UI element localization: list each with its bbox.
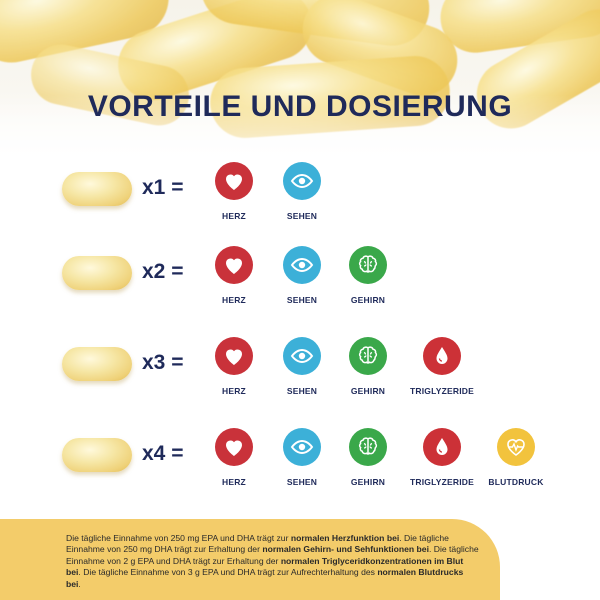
blood-drop-icon xyxy=(423,428,461,466)
hero-capsules-banner xyxy=(0,0,600,165)
benefit-label: TRIGLYZERIDE xyxy=(410,477,474,487)
dosage-multiplier: x3 = xyxy=(142,351,184,374)
eye-icon xyxy=(283,246,321,284)
capsule-image xyxy=(62,438,132,472)
blood-drop-icon xyxy=(423,337,461,375)
heart-icon xyxy=(215,428,253,466)
dosage-multiplier: x4 = xyxy=(142,442,184,465)
benefit-label: GEHIRN xyxy=(350,477,386,487)
dosage-multiplier: x2 = xyxy=(142,260,184,283)
capsule-image xyxy=(62,172,132,206)
page-title: VORTEILE UND DOSIERUNG xyxy=(87,90,513,123)
dosage-row: x1 = HERZ SEHEN xyxy=(0,162,600,252)
brain-icon xyxy=(349,428,387,466)
benefit-gehirn: GEHIRN xyxy=(328,337,408,396)
benefit-label: SEHEN xyxy=(286,295,318,305)
benefit-label: HERZ xyxy=(222,386,246,396)
benefit-label: HERZ xyxy=(222,211,246,221)
benefit-triglyzeride: TRIGLYZERIDE xyxy=(402,337,482,396)
health-claims-footer: Die tägliche Einnahme von 250 mg EPA und… xyxy=(0,519,500,600)
dosage-row: x2 = HERZ SEHEN GEHIRN xyxy=(0,246,600,336)
eye-icon xyxy=(283,162,321,200)
benefit-gehirn: GEHIRN xyxy=(328,428,408,487)
benefit-herz: HERZ xyxy=(194,246,274,305)
benefit-triglyzeride: TRIGLYZERIDE xyxy=(402,428,482,487)
benefit-label: GEHIRN xyxy=(350,295,386,305)
benefit-herz: HERZ xyxy=(194,337,274,396)
benefit-sehen: SEHEN xyxy=(262,162,342,221)
benefit-sehen: SEHEN xyxy=(262,428,342,487)
heart-pulse-icon xyxy=(497,428,535,466)
eye-icon xyxy=(283,428,321,466)
benefit-label: SEHEN xyxy=(286,211,318,221)
benefit-label: TRIGLYZERIDE xyxy=(410,386,474,396)
heart-icon xyxy=(215,337,253,375)
health-claims-text: Die tägliche Einnahme von 250 mg EPA und… xyxy=(66,533,479,589)
benefit-herz: HERZ xyxy=(194,162,274,221)
heart-icon xyxy=(215,246,253,284)
heart-icon xyxy=(215,162,253,200)
dosage-row: x3 = HERZ SEHEN GEHIRN TRIGLYZERIDE xyxy=(0,337,600,427)
brain-icon xyxy=(349,337,387,375)
benefit-label: BLUTDRUCK xyxy=(488,477,544,487)
dosage-multiplier: x1 = xyxy=(142,176,184,199)
benefit-gehirn: GEHIRN xyxy=(328,246,408,305)
benefit-label: HERZ xyxy=(222,477,246,487)
brain-icon xyxy=(349,246,387,284)
benefit-sehen: SEHEN xyxy=(262,337,342,396)
benefit-sehen: SEHEN xyxy=(262,246,342,305)
benefit-herz: HERZ xyxy=(194,428,274,487)
dosage-row: x4 = HERZ SEHEN GEHIRN TRIGLYZERIDE BLUT… xyxy=(0,428,600,518)
eye-icon xyxy=(283,337,321,375)
benefit-blutdruck: BLUTDRUCK xyxy=(476,428,556,487)
benefit-label: GEHIRN xyxy=(350,386,386,396)
capsule-image xyxy=(62,347,132,381)
benefit-label: SEHEN xyxy=(286,477,318,487)
benefit-label: SEHEN xyxy=(286,386,318,396)
benefit-label: HERZ xyxy=(222,295,246,305)
capsule-image xyxy=(62,256,132,290)
